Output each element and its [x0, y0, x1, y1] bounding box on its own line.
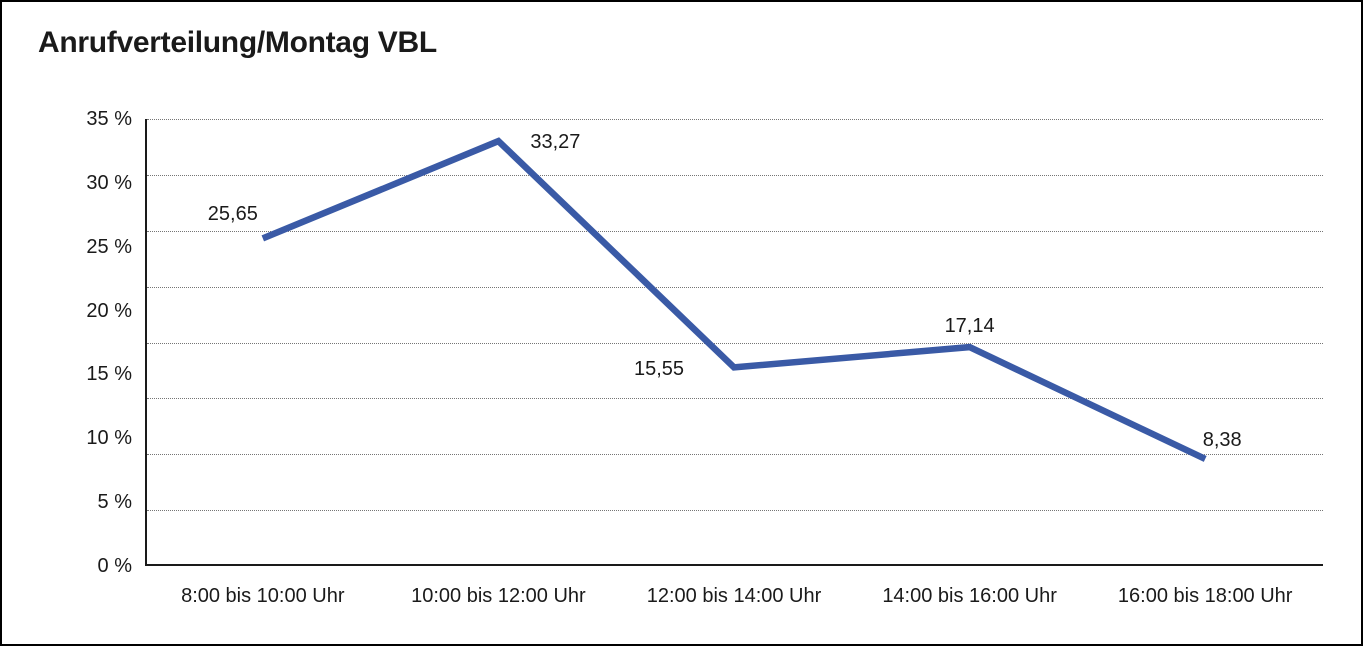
y-axis-line	[145, 119, 147, 566]
data-label: 33,27	[530, 131, 581, 154]
x-tick-label: 14:00 bis 16:00 Uhr	[882, 585, 1057, 607]
data-label: 25,65	[207, 203, 258, 226]
line-series-svg	[261, 137, 1207, 462]
gridline	[147, 342, 1323, 344]
x-tick-label: 10:00 bis 12:00 Uhr	[411, 585, 586, 607]
y-tick-label: 30 %	[86, 171, 132, 194]
y-tick-label: 15 %	[86, 363, 132, 386]
gridline	[147, 286, 1323, 288]
y-tick-label: 20 %	[86, 299, 132, 322]
x-tick-label: 8:00 bis 10:00 Uhr	[181, 585, 345, 607]
gridline	[147, 454, 1323, 456]
gridline	[147, 174, 1323, 176]
x-tick-label: 12:00 bis 14:00 Uhr	[646, 585, 822, 607]
y-tick-label: 25 %	[86, 235, 132, 258]
series-line	[261, 137, 1207, 462]
x-axis-line	[145, 564, 1323, 566]
data-label: 15,55	[633, 358, 685, 381]
x-tick-label: 16:00 bis 18:00 Uhr	[1117, 585, 1293, 607]
y-tick-label: 5 %	[97, 491, 132, 514]
plot-area: 25,65 33,27 15,55 17,14 8,38	[145, 119, 1323, 566]
chart-title: Anrufverteilung/Montag VBL	[38, 26, 437, 59]
data-label: 8,38	[1202, 428, 1242, 451]
gridline	[147, 510, 1323, 512]
gridline	[147, 230, 1323, 232]
gridline	[147, 119, 1323, 120]
y-tick-label: 35 %	[86, 108, 132, 130]
gridline	[147, 398, 1323, 400]
y-tick-label: 10 %	[86, 427, 132, 450]
y-tick-label: 0 %	[97, 555, 132, 577]
data-label: 17,14	[944, 315, 995, 338]
